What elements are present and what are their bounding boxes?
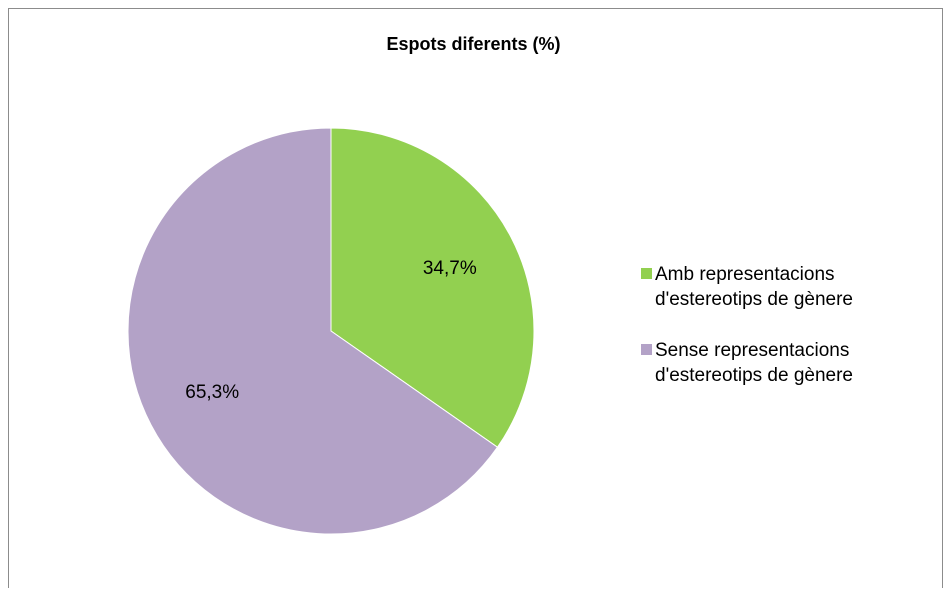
legend-swatch-amb (641, 268, 652, 279)
legend-item-sense: Sense representacions d'estereotips de g… (641, 338, 925, 388)
pie-slice-amb (330, 127, 535, 448)
chart-frame (8, 8, 943, 588)
data-label-amb: 34,7% (423, 258, 477, 279)
pie-data-labels: 34,7% 65,3% (185, 258, 477, 403)
pie-slice-sense (127, 127, 499, 535)
legend-swatch-sense (641, 344, 652, 355)
data-label-sense: 65,3% (185, 382, 239, 403)
legend-label-amb: Amb representacions d'estereotips de gèn… (655, 264, 853, 310)
legend-label-sense: Sense representacions d'estereotips de g… (655, 340, 853, 386)
pie-slices (127, 127, 535, 535)
legend-item-amb: Amb representacions d'estereotips de gèn… (641, 262, 925, 312)
chart-title: Espots diferents (%) (386, 34, 561, 54)
